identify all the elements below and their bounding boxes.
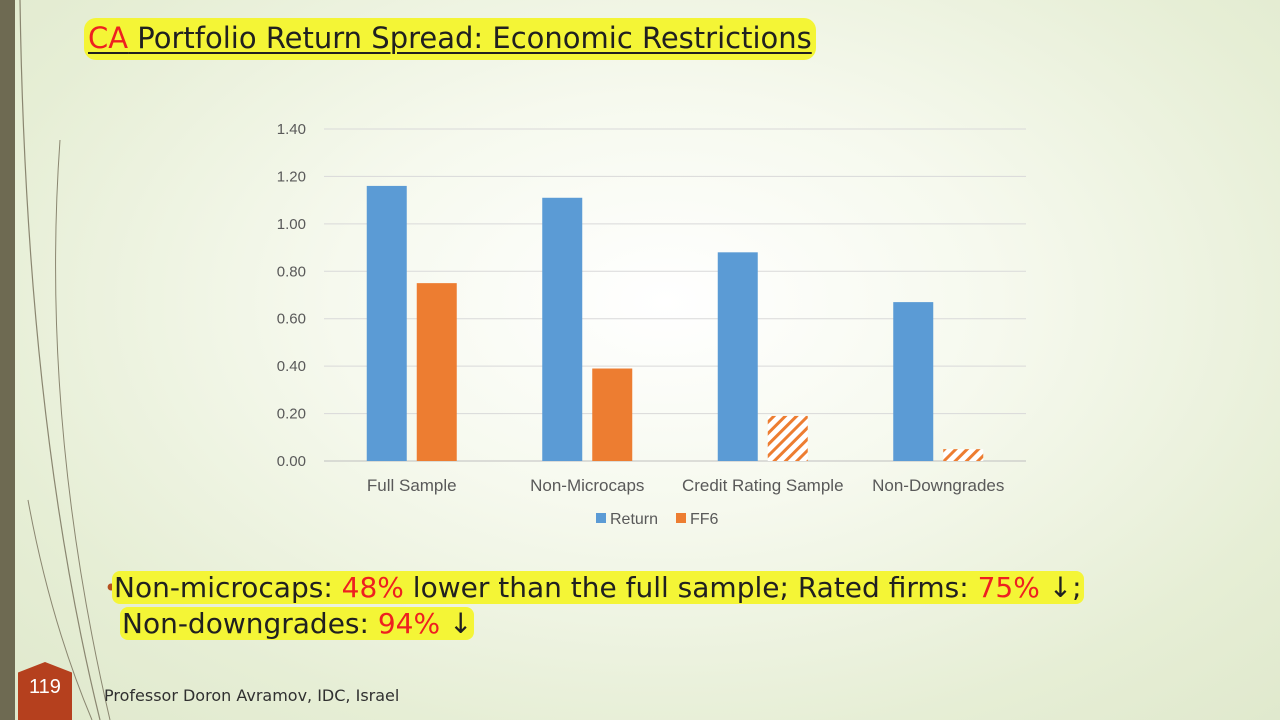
bar-return-3 [893, 302, 934, 461]
bullet-line-2: Non-downgrades: 94% ↓ [120, 606, 475, 642]
bullet-value-94: 94% [377, 607, 441, 640]
x-category-label: Full Sample [367, 476, 457, 495]
bullet-value-75: 75% [977, 571, 1040, 604]
bar-return-1 [542, 197, 583, 461]
bar-chart: 0.00 0.20 0.40 0.60 0.80 1.00 1.20 1.40 Full Sa… [277, 121, 1026, 528]
bullet-arrow-1: ↓; [1039, 571, 1082, 604]
y-tick-label: 0.60 [277, 311, 306, 328]
x-category-label: Non-Downgrades [872, 476, 1004, 495]
bullet-text-1: Non-microcaps: [114, 571, 342, 604]
slide-title: CA Portfolio Return Spread: Economic Res… [84, 18, 816, 60]
title-ca-link[interactable]: CA [88, 21, 129, 55]
bar-return-2 [717, 252, 758, 461]
y-tick-label: 1.20 [277, 168, 306, 185]
bar-ff6-2 [767, 415, 808, 461]
page-number-badge: 119 [18, 662, 72, 720]
left-accent-bar [0, 0, 15, 720]
y-tick-label: 1.00 [277, 216, 306, 233]
legend-swatch-ff6 [676, 513, 686, 523]
y-tick-label: 0.00 [277, 453, 306, 470]
legend-label-return: Return [610, 511, 658, 528]
footer-text: Professor Doron Avramov, IDC, Israel [104, 686, 400, 705]
decorative-lines [19, 0, 111, 720]
x-category-label: Credit Rating Sample [682, 476, 844, 495]
legend-label-ff6: FF6 [690, 511, 719, 528]
y-tick-label: 0.80 [277, 263, 306, 280]
legend-swatch-return [596, 513, 606, 523]
title-text: Portfolio Return Spread: Economic Restri… [128, 21, 812, 55]
x-category-label: Non-Microcaps [530, 476, 644, 495]
y-tick-label: 1.40 [277, 121, 306, 138]
bar-ff6-0 [416, 283, 457, 461]
y-tick-label: 0.40 [277, 358, 306, 375]
bullet-text-3: Non-downgrades: [122, 607, 378, 640]
bullet-line-1: Non-microcaps: 48% lower than the full s… [112, 570, 1084, 606]
bullet-value-48: 48% [341, 571, 404, 604]
bullet-text-2: lower than the full sample; Rated firms: [403, 571, 978, 604]
bar-ff6-1 [592, 368, 633, 461]
page-number: 119 [29, 676, 61, 698]
bullet-arrow-2: ↓ [440, 607, 473, 640]
bar-ff6-3 [943, 449, 984, 461]
y-tick-label: 0.20 [277, 406, 306, 423]
bar-return-0 [366, 185, 407, 461]
